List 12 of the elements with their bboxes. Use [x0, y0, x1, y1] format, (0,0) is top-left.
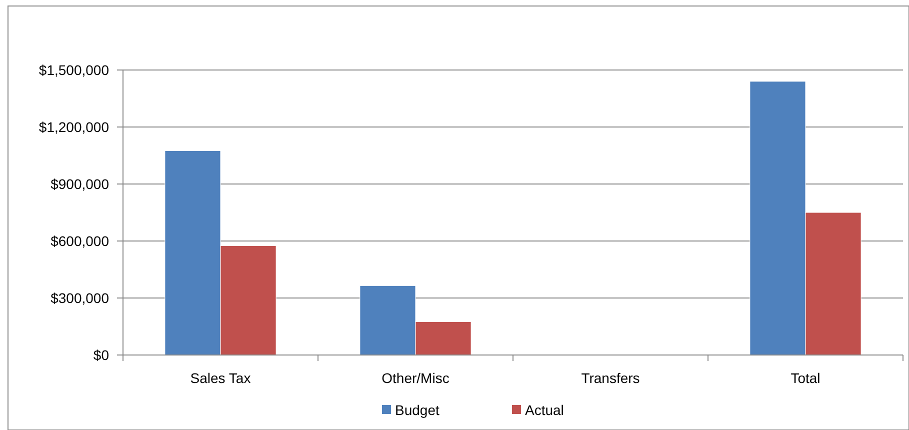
x-tick-label: Sales Tax — [190, 370, 251, 386]
x-tick-label: Total — [790, 370, 820, 386]
x-tick-label: Transfers — [581, 370, 640, 386]
y-tick-label: $1,200,000 — [38, 118, 110, 135]
y-tick-label: $600,000 — [50, 232, 110, 249]
y-tick-label: $900,000 — [50, 176, 110, 192]
y-tick-label: $300,000 — [50, 290, 110, 306]
legend-label: Budget — [395, 402, 440, 418]
legend-label: Actual — [525, 402, 564, 418]
x-tick-label: Other/Misc — [382, 370, 450, 386]
y-tick-label: $1,500,000 — [38, 62, 110, 78]
y-tick-label: $0 — [93, 346, 110, 363]
